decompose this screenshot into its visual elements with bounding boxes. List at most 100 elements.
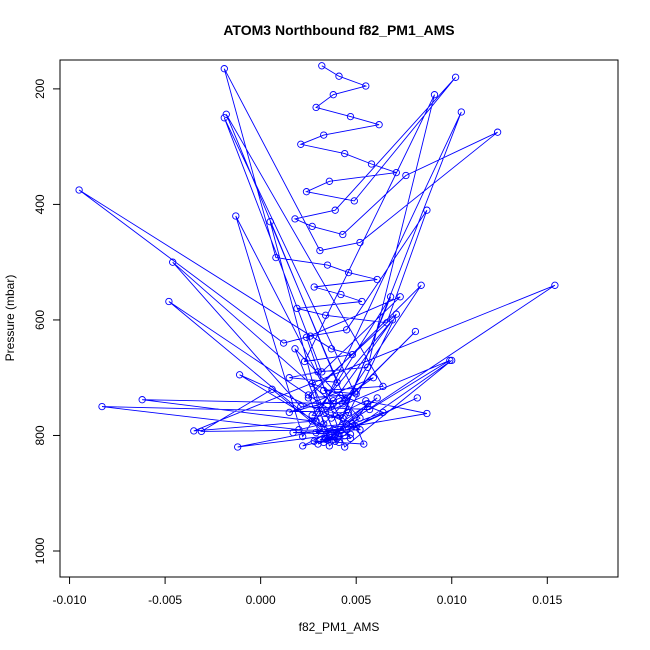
data-point bbox=[321, 408, 330, 417]
data-point bbox=[197, 427, 206, 436]
data-point bbox=[293, 304, 301, 313]
data-point bbox=[308, 379, 316, 388]
data-point bbox=[291, 215, 299, 223]
data-point bbox=[329, 426, 337, 434]
data-point bbox=[312, 428, 320, 437]
data-point bbox=[266, 218, 274, 226]
data-point bbox=[318, 62, 326, 70]
data-point bbox=[364, 363, 372, 371]
data-point bbox=[169, 258, 177, 266]
data-point bbox=[448, 356, 456, 365]
x-axis-label: f82_PM1_AMS bbox=[299, 620, 380, 634]
data-point bbox=[320, 438, 328, 447]
data-point bbox=[220, 114, 228, 122]
data-point bbox=[402, 171, 410, 180]
data-point bbox=[302, 188, 311, 196]
y-axis-label: Pressure (mbar) bbox=[3, 275, 17, 362]
data-point bbox=[320, 420, 328, 428]
data-point bbox=[392, 168, 400, 177]
data-point bbox=[451, 73, 460, 81]
data-point bbox=[423, 206, 431, 214]
data-point bbox=[413, 394, 421, 402]
y-tick-label: 200 bbox=[33, 79, 47, 99]
data-point bbox=[348, 420, 357, 428]
data-point bbox=[295, 426, 303, 434]
data-point bbox=[297, 402, 305, 411]
series-line bbox=[78, 65, 556, 448]
data-point bbox=[268, 385, 276, 393]
data-point bbox=[98, 402, 106, 411]
data-point bbox=[316, 436, 324, 444]
data-point bbox=[220, 65, 228, 73]
data-point bbox=[329, 397, 337, 405]
data-point bbox=[344, 268, 353, 277]
data-point bbox=[289, 428, 297, 437]
data-point bbox=[327, 345, 336, 353]
data-point bbox=[423, 409, 431, 418]
data-point bbox=[342, 326, 351, 334]
x-tick-label: 0.000 bbox=[246, 593, 276, 607]
data-point bbox=[350, 197, 358, 205]
data-point bbox=[190, 427, 198, 435]
data-point bbox=[329, 400, 337, 408]
data-point bbox=[165, 297, 173, 306]
data-point bbox=[316, 246, 324, 255]
data-point bbox=[369, 374, 378, 382]
data-point bbox=[364, 400, 372, 408]
data-point bbox=[360, 440, 368, 448]
data-point bbox=[358, 297, 366, 306]
data-point bbox=[396, 293, 404, 301]
data-point bbox=[308, 222, 316, 231]
data-point bbox=[348, 350, 357, 359]
data-point bbox=[352, 390, 360, 398]
data-point bbox=[331, 206, 339, 214]
data-point bbox=[373, 394, 381, 402]
data-point bbox=[325, 177, 334, 185]
x-tick-label: 0.010 bbox=[437, 593, 467, 607]
data-point bbox=[341, 149, 349, 158]
data-point bbox=[346, 434, 355, 443]
y-tick-label: 1000 bbox=[33, 537, 47, 564]
series-layer bbox=[75, 62, 559, 451]
data-point bbox=[75, 186, 83, 194]
data-point bbox=[234, 443, 242, 451]
data-point bbox=[411, 327, 420, 336]
data-point bbox=[342, 420, 351, 428]
data-point bbox=[312, 417, 320, 425]
data-point bbox=[551, 281, 559, 289]
data-point bbox=[339, 400, 347, 408]
data-point bbox=[346, 112, 355, 121]
data-point bbox=[379, 382, 387, 391]
data-point bbox=[356, 238, 364, 247]
data-point bbox=[375, 121, 383, 129]
data-point bbox=[222, 110, 230, 118]
data-point bbox=[320, 131, 328, 139]
data-point bbox=[304, 391, 313, 399]
x-tick-label: 0.005 bbox=[341, 593, 371, 607]
data-point bbox=[285, 408, 293, 417]
x-tick-label: 0.015 bbox=[532, 593, 562, 607]
data-point bbox=[457, 108, 465, 116]
data-point bbox=[232, 212, 240, 220]
data-point bbox=[335, 438, 343, 447]
data-point bbox=[373, 275, 381, 284]
data-point bbox=[493, 128, 502, 136]
data-point bbox=[379, 408, 387, 417]
data-point bbox=[321, 311, 330, 319]
x-axis: -0.010 -0.005 0.000 0.005 0.010 0.015 bbox=[53, 576, 563, 607]
data-point bbox=[367, 160, 376, 168]
data-point bbox=[299, 442, 307, 450]
data-point bbox=[299, 432, 307, 441]
data-point bbox=[430, 91, 439, 99]
data-point bbox=[300, 357, 309, 366]
data-point bbox=[302, 333, 311, 341]
data-point bbox=[320, 386, 328, 395]
data-point bbox=[279, 339, 288, 347]
data-point bbox=[329, 91, 337, 99]
data-point bbox=[308, 411, 316, 419]
data-point bbox=[304, 394, 313, 402]
data-point bbox=[337, 290, 345, 299]
data-point bbox=[312, 103, 320, 112]
